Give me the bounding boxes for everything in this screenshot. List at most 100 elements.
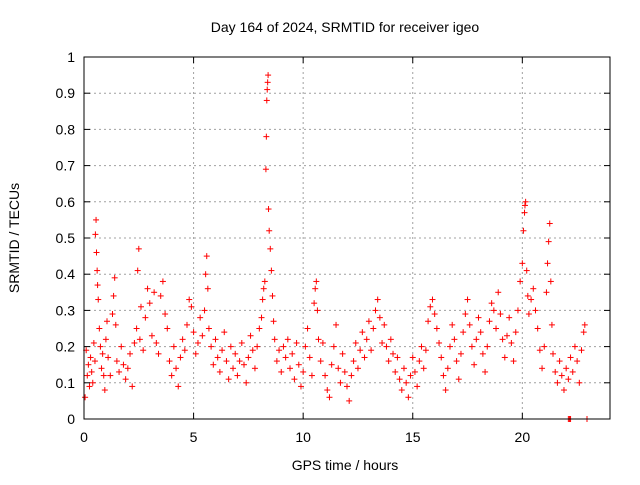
data-point	[405, 394, 412, 401]
data-point	[144, 285, 151, 292]
data-point	[313, 278, 320, 285]
data-point	[383, 343, 390, 350]
data-point	[361, 354, 368, 361]
data-point	[312, 285, 319, 292]
y-tick-label: 0.5	[56, 230, 76, 246]
data-point	[127, 350, 134, 357]
data-point	[473, 336, 480, 343]
data-point	[142, 314, 149, 321]
data-point	[503, 332, 510, 339]
data-point	[269, 292, 276, 299]
data-point	[82, 394, 89, 401]
data-point	[267, 245, 274, 252]
data-point	[506, 314, 513, 321]
label-layer: 00.10.20.30.40.50.60.70.80.910 5 10 15 20	[56, 49, 531, 445]
data-point	[532, 307, 539, 314]
data-point	[455, 376, 462, 383]
y-tick-label: 0.1	[56, 375, 76, 391]
data-point	[390, 350, 397, 357]
data-point	[268, 267, 275, 274]
data-point	[451, 336, 458, 343]
data-point	[131, 339, 138, 346]
data-point	[534, 325, 541, 332]
data-point	[284, 336, 291, 343]
data-point	[444, 365, 451, 372]
data-point	[486, 318, 493, 325]
data-point	[157, 292, 164, 299]
data-point	[122, 376, 129, 383]
data-point	[87, 354, 94, 361]
data-point	[262, 166, 269, 173]
data-point	[521, 202, 528, 209]
data-point	[453, 358, 460, 365]
data-point	[265, 206, 272, 213]
data-point	[344, 383, 350, 390]
data-point	[519, 260, 526, 267]
data-point	[111, 274, 118, 281]
data-point	[365, 318, 372, 325]
data-point	[85, 361, 92, 368]
data-point	[541, 343, 548, 350]
x-tick-label: 15	[405, 429, 421, 445]
data-point	[544, 260, 551, 267]
data-point	[493, 325, 500, 332]
data-point	[522, 198, 529, 205]
data-point	[376, 314, 383, 321]
data-point	[520, 227, 527, 234]
data-point	[92, 231, 99, 238]
data-point	[170, 343, 177, 350]
data-point	[102, 336, 109, 343]
data-point	[179, 336, 186, 343]
data-point	[251, 365, 258, 372]
data-point	[339, 350, 346, 357]
data-point	[471, 361, 478, 368]
data-point	[431, 311, 438, 318]
data-point	[427, 303, 434, 310]
data-point	[173, 365, 180, 372]
data-point	[223, 358, 230, 365]
data-point	[120, 361, 127, 368]
data-point	[205, 325, 212, 332]
data-point	[162, 311, 169, 318]
data-point	[488, 300, 495, 307]
data-point	[547, 278, 554, 285]
data-point	[276, 347, 283, 354]
data-point	[254, 343, 261, 350]
data-point	[133, 325, 140, 332]
data-point	[477, 329, 484, 336]
data-point	[168, 372, 175, 379]
data-point	[234, 372, 241, 379]
data-point	[203, 253, 210, 260]
data-point	[420, 365, 427, 372]
data-point	[94, 282, 101, 289]
data-point	[433, 325, 440, 332]
data-point	[574, 358, 581, 365]
data-point	[394, 354, 401, 361]
data-point	[460, 329, 467, 336]
data-point	[129, 383, 136, 390]
data-point	[190, 329, 197, 336]
data-point	[105, 354, 112, 361]
data-point	[232, 350, 239, 357]
data-point	[374, 296, 381, 303]
data-point	[442, 387, 449, 394]
data-point	[107, 372, 114, 379]
data-point	[521, 209, 528, 216]
data-point	[352, 339, 359, 346]
data-point	[295, 361, 302, 368]
data-point	[216, 368, 223, 375]
data-point	[348, 372, 355, 379]
data-point	[560, 387, 567, 394]
data-point	[462, 311, 469, 318]
data-point	[197, 314, 204, 321]
data-point	[357, 347, 364, 354]
y-tick-label: 0.6	[56, 194, 76, 210]
data-point	[282, 354, 289, 361]
data-point	[315, 336, 322, 343]
data-point	[464, 296, 471, 303]
y-tick-label: 1	[67, 49, 75, 65]
data-point	[151, 289, 158, 296]
data-point	[571, 343, 578, 350]
data-point	[482, 368, 489, 375]
data-point	[436, 339, 443, 346]
